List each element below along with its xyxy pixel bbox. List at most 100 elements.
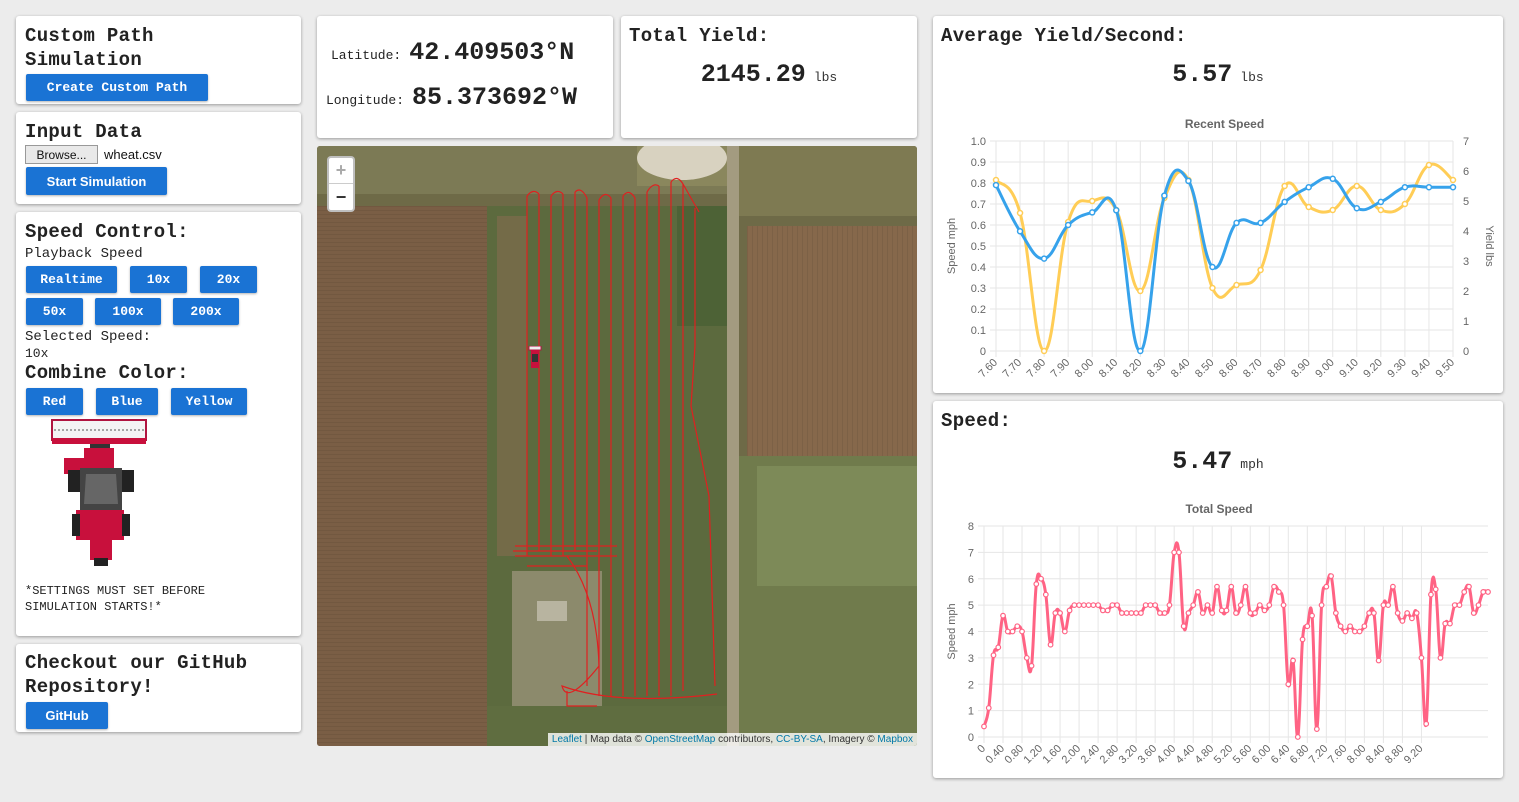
total-speed-point — [1409, 615, 1415, 622]
total-speed-point — [1085, 602, 1092, 609]
speed-point — [1401, 183, 1409, 191]
x-tick-label: 0 — [975, 743, 988, 756]
y-axis-label: Speed mph — [946, 603, 958, 659]
y-tick-label: 0.8 — [971, 178, 986, 190]
x-tick-label: 1.20 — [1022, 743, 1046, 767]
x-tick-label: 8.80 — [1383, 743, 1407, 767]
color-red-button[interactable]: Red — [26, 388, 83, 415]
total-speed-point — [1442, 620, 1449, 627]
x-tick-label: 9.10 — [1337, 357, 1361, 381]
y-tick-label: 5 — [968, 600, 974, 612]
yield-point — [1281, 182, 1288, 190]
y-tick-label: 2 — [968, 679, 974, 691]
x-tick-label: 9.40 — [1409, 357, 1433, 381]
total-speed-point — [1028, 662, 1035, 669]
total-speed-point — [1152, 602, 1159, 609]
total-speed-point — [995, 644, 1002, 651]
speed-value: 5.47 — [1172, 447, 1233, 476]
x-tick-label: 8.60 — [1217, 357, 1241, 381]
cc-by-sa-link[interactable]: CC-BY-SA — [775, 734, 823, 745]
y-tick-label: 0.3 — [971, 283, 986, 295]
y2-tick-label: 7 — [1463, 136, 1469, 148]
longitude-label: Longitude: — [326, 93, 405, 108]
speed-point — [1353, 204, 1361, 212]
total-speed-point — [1266, 602, 1273, 609]
x-tick-label: 4.00 — [1155, 743, 1179, 767]
total-speed-point — [1033, 581, 1040, 587]
mapbox-link[interactable]: Mapbox — [877, 734, 913, 745]
average-yield-value: 5.57 — [1172, 60, 1233, 89]
total-speed-point — [1247, 610, 1254, 616]
speed-200x-button[interactable]: 200x — [173, 298, 239, 325]
speed-20x-button[interactable]: 20x — [200, 266, 257, 293]
total-speed-point — [1185, 610, 1192, 616]
x-tick-label: 8.40 — [1364, 743, 1388, 767]
color-blue-button[interactable]: Blue — [96, 388, 158, 415]
osm-link[interactable]: OpenStreetMap — [644, 734, 716, 745]
total-speed-point — [1299, 636, 1306, 643]
combine-marker-icon — [528, 346, 542, 368]
settings-notice: *SETTINGS MUST SET BEFORE SIMULATION STA… — [25, 584, 206, 614]
total-speed-point — [1294, 734, 1301, 740]
chart-title: Recent Speed — [1185, 117, 1264, 131]
zoom-in-button[interactable]: + — [329, 158, 353, 184]
speed-point — [1113, 207, 1120, 214]
total-yield-card: Total Yield: 2145.29 lbs — [621, 16, 917, 138]
x-tick-label: 2.80 — [1098, 743, 1122, 767]
total-speed-point — [1390, 583, 1396, 590]
speed-point — [1064, 221, 1072, 229]
total-speed-point — [1342, 628, 1349, 635]
speed-point — [1137, 347, 1144, 355]
total-speed-point — [1204, 602, 1211, 609]
total-speed-point — [1480, 589, 1487, 595]
total-speed-point — [1038, 575, 1044, 582]
speed-50x-button[interactable]: 50x — [26, 298, 83, 325]
speed-10x-button[interactable]: 10x — [130, 266, 187, 293]
speed-point — [1233, 219, 1240, 227]
y-tick-label: 1 — [968, 706, 974, 718]
zoom-out-button[interactable]: − — [335, 186, 347, 207]
field-map[interactable]: + − Leaflet | Map data © OpenStreetMap c… — [317, 146, 917, 746]
y-tick-label: 0 — [968, 732, 974, 744]
x-tick-label: 5.20 — [1212, 743, 1236, 767]
total-speed-point — [1233, 610, 1239, 616]
total-speed-point — [1061, 628, 1068, 635]
yield-point — [1425, 161, 1433, 169]
total-speed-point — [1347, 623, 1354, 630]
x-tick-label: 8.00 — [1073, 357, 1097, 381]
x-tick-label: 0.80 — [1003, 743, 1027, 767]
total-speed-point — [1404, 610, 1411, 616]
create-custom-path-button[interactable]: Create Custom Path — [26, 74, 208, 101]
browse-button[interactable]: Browse... — [25, 145, 98, 164]
github-button[interactable]: GitHub — [26, 702, 108, 729]
yield-point — [1377, 206, 1385, 214]
x-tick-label: 7.60 — [976, 357, 1000, 381]
total-speed-point — [1285, 681, 1292, 688]
leaflet-link[interactable]: Leaflet — [551, 734, 582, 745]
average-yield-unit: lbs — [1240, 70, 1264, 85]
total-speed-point — [1428, 591, 1434, 598]
x-tick-label: 8.90 — [1289, 357, 1313, 381]
total-speed-point — [1190, 602, 1197, 609]
total-speed-point — [1109, 602, 1116, 609]
y2-tick-label: 6 — [1463, 166, 1469, 178]
yield-point — [1016, 209, 1024, 217]
speed-control-title: Speed Control: — [25, 221, 189, 243]
latitude-label: Latitude: — [331, 48, 402, 63]
total-speed-point — [1004, 628, 1011, 635]
speed-card: Speed: 5.47 mph Total Speed 0 1 2 3 4 5 6 7 8 0 0.4… — [933, 401, 1503, 778]
speed-100x-button[interactable]: 100x — [95, 298, 161, 325]
total-speed-point — [985, 705, 992, 711]
speed-realtime-button[interactable]: Realtime — [26, 266, 117, 293]
color-yellow-button[interactable]: Yellow — [171, 388, 247, 415]
x-tick-label: 2.00 — [1060, 743, 1084, 767]
total-speed-point — [1451, 602, 1458, 609]
total-speed-point — [1104, 607, 1111, 614]
total-speed-point — [1242, 583, 1249, 590]
speed-row: 5.47 mph — [933, 447, 1503, 476]
latitude-row: Latitude: 42.409503°N — [331, 38, 574, 67]
total-speed-point — [1147, 602, 1154, 609]
total-speed-point — [1366, 610, 1373, 616]
start-simulation-button[interactable]: Start Simulation — [26, 167, 167, 195]
x-tick-label: 5.60 — [1231, 743, 1255, 767]
